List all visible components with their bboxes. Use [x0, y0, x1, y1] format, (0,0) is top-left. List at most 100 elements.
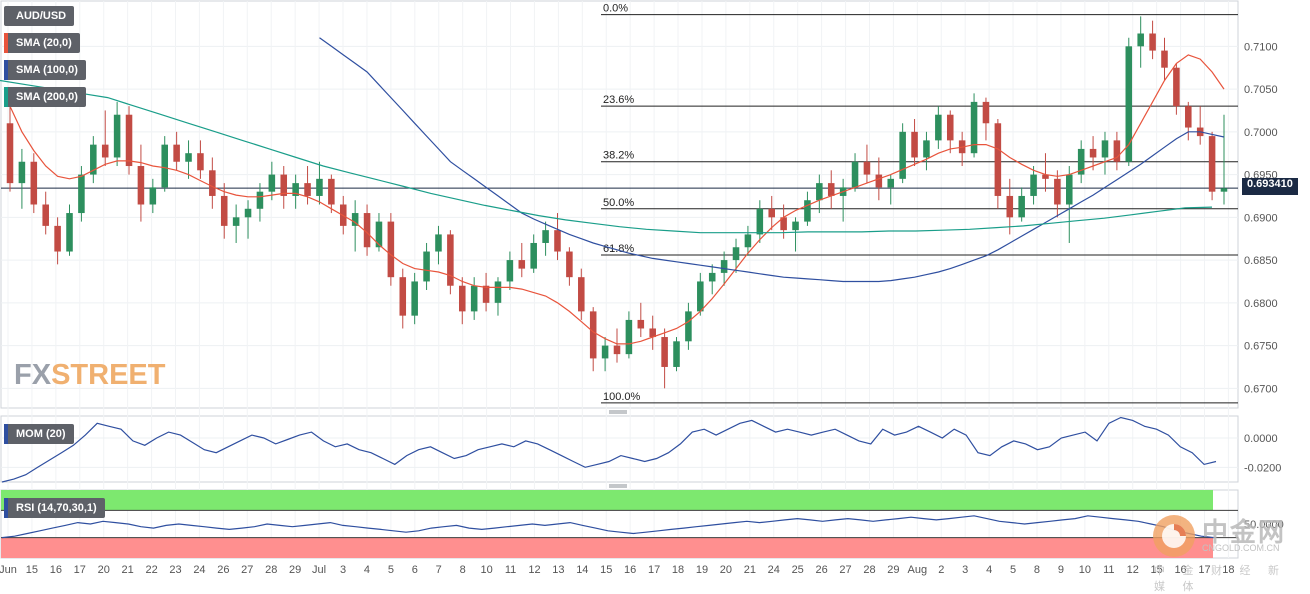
last-price-badge: 0.693410: [1242, 178, 1298, 195]
candle-body: [280, 174, 288, 196]
candle-body: [197, 153, 204, 171]
price-tick-label: 0.6900: [1244, 212, 1278, 224]
candle-body: [982, 101, 990, 124]
candle-body: [780, 217, 787, 231]
sma200-label: SMA (200,0): [16, 91, 78, 103]
price-tick-label: 0.7050: [1244, 84, 1278, 96]
candle-body: [923, 140, 930, 158]
price-tick-label: 0.7100: [1244, 41, 1278, 53]
time-tick-label: 28: [265, 564, 277, 576]
candle-body: [637, 319, 645, 329]
fib-level-label: 38.2%: [603, 150, 634, 162]
momentum-panel-frame: [0, 415, 1239, 483]
time-tick-label: 29: [289, 564, 301, 576]
time-tick-label: 15: [26, 564, 38, 576]
time-tick-label: 18: [1222, 564, 1234, 576]
candle-body: [363, 213, 371, 248]
candle-body: [209, 170, 216, 196]
chart-svg[interactable]: 0.71000.70500.70000.69500.69000.68500.68…: [0, 0, 1310, 582]
last-price-value: 0.693410: [1247, 178, 1293, 190]
candle-body: [256, 191, 264, 209]
legend-sma100[interactable]: SMA (100,0): [4, 60, 86, 80]
cngold-watermark: 中金网 CNGOLD.COM.CN 中 金 财 经 新 媒 体: [1150, 510, 1308, 593]
candle-body: [351, 213, 359, 226]
candle-body: [387, 221, 395, 278]
time-tick-label: 4: [364, 564, 370, 576]
watermark-url: CNGOLD.COM.CN: [1202, 543, 1280, 553]
symbol-label[interactable]: AUD/USD: [4, 6, 75, 26]
time-tick-label: 28: [863, 564, 875, 576]
time-tick-label: 6: [412, 564, 418, 576]
price-tick-label: 0.6750: [1244, 341, 1278, 353]
candle-body: [1018, 195, 1025, 218]
candle-body: [804, 200, 811, 222]
candle-body: [935, 114, 942, 141]
momentum-divider-grip: [609, 484, 627, 488]
candle-body: [1006, 195, 1014, 218]
candle-body: [601, 345, 609, 359]
candle-body: [613, 345, 621, 355]
candle-body: [90, 144, 97, 175]
candle-body: [411, 281, 418, 316]
legend-sma200[interactable]: SMA (200,0): [4, 87, 86, 107]
time-tick-label: 26: [217, 564, 229, 576]
candle-body: [244, 208, 252, 218]
candle-body: [816, 183, 823, 201]
time-tick-label: 16: [50, 564, 62, 576]
rsi-overbought-zone: [1, 490, 1213, 511]
candle-body: [18, 161, 26, 184]
time-tick-label: 24: [193, 564, 205, 576]
candle-body: [994, 123, 1002, 196]
time-tick-label: Jun: [0, 564, 17, 576]
candle-body: [649, 328, 656, 338]
time-tick-label: 5: [388, 564, 394, 576]
price-tick-label: 0.6800: [1244, 298, 1278, 310]
time-tick-label: 15: [600, 564, 612, 576]
candle-body: [851, 161, 859, 188]
time-tick-label: 25: [792, 564, 804, 576]
fib-level-label: 23.6%: [603, 94, 634, 106]
time-tick-label: 20: [98, 564, 110, 576]
candle-body: [304, 183, 311, 196]
fib-level-label: 0.0%: [603, 3, 628, 15]
legend-rsi[interactable]: RSI (14,70,30,1): [4, 498, 105, 518]
time-tick-label: 8: [460, 564, 466, 576]
time-tick-label: 18: [672, 564, 684, 576]
candle-body: [1030, 174, 1037, 196]
candle-body: [1066, 174, 1073, 205]
legend-momentum[interactable]: MOM (20): [4, 424, 74, 444]
legend-sma20[interactable]: SMA (20,0): [4, 33, 80, 53]
time-tick-label: 3: [340, 564, 346, 576]
time-tick-label: Aug: [908, 564, 928, 576]
candle-body: [42, 204, 49, 226]
candle-body: [399, 277, 407, 316]
price-tick-label: 0.7000: [1244, 127, 1278, 139]
candle-body: [447, 234, 454, 286]
candle-body: [6, 123, 14, 184]
candle-body: [768, 208, 775, 218]
rsi-line: [1, 515, 1215, 539]
time-tick-label: 26: [815, 564, 827, 576]
candle-body: [137, 166, 145, 205]
candle-body: [423, 251, 430, 282]
candle-body: [292, 183, 299, 196]
sma100-line: [319, 37, 1225, 283]
candle-body: [1101, 140, 1109, 158]
rsi-swatch: [4, 498, 8, 518]
candle-body: [173, 144, 180, 162]
fib-level-label: 100.0%: [603, 391, 641, 403]
candle-body: [554, 230, 561, 252]
candle-body: [101, 144, 109, 158]
watermark-sub: 中 金 财 经 新 媒 体: [1154, 564, 1286, 593]
candle-body: [697, 281, 704, 312]
candle-body: [149, 187, 157, 205]
candle-body: [316, 178, 323, 196]
candle-body: [744, 234, 752, 248]
candle-body: [566, 251, 573, 278]
fxstreet-logo-street: STREET: [51, 359, 166, 391]
candle-body: [875, 174, 883, 188]
candle-body: [54, 225, 61, 252]
candle-body: [625, 319, 633, 355]
candle-body: [470, 285, 478, 312]
